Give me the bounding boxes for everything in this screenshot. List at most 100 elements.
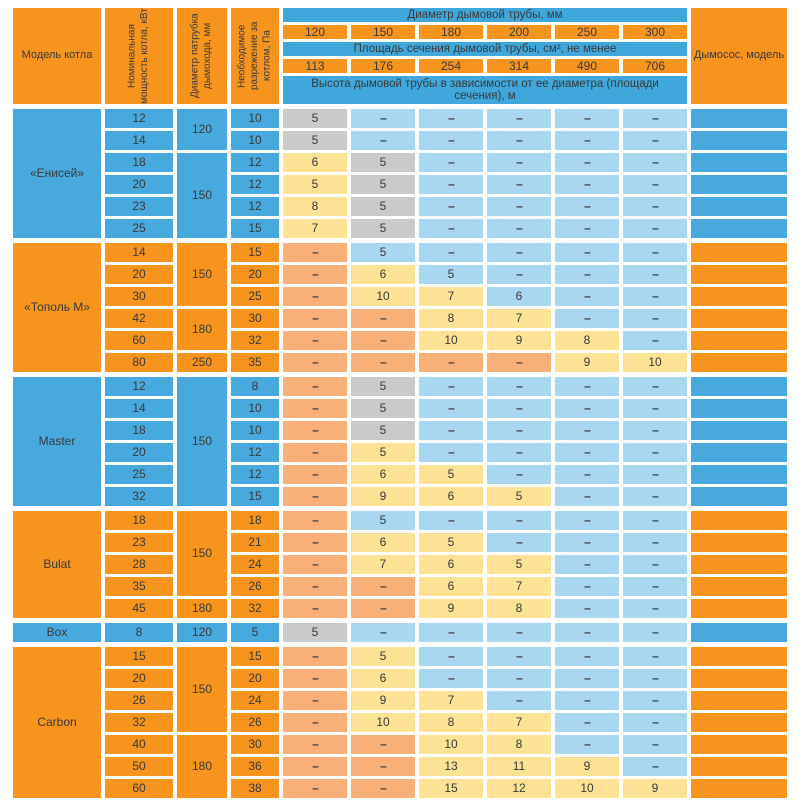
chimney-height-cell: 5	[351, 399, 415, 418]
power-cell: 60	[105, 779, 173, 798]
fan-model-cell	[691, 287, 787, 306]
fan-model-cell	[691, 331, 787, 350]
chimney-height-cell: –	[351, 623, 415, 642]
model-cell-box: Box	[13, 623, 101, 642]
pressure-cell: 15	[231, 487, 279, 506]
chimney-height-cell: –	[351, 109, 415, 128]
pressure-cell: 20	[231, 265, 279, 284]
chimney-height-cell: –	[623, 109, 687, 128]
chimney-height-cell: 5	[283, 175, 347, 194]
power-cell: 12	[105, 109, 173, 128]
chimney-height-cell: –	[555, 399, 619, 418]
chimney-height-cell: 5	[351, 153, 415, 172]
fan-model-cell	[691, 353, 787, 372]
chimney-height-cell: 10	[555, 779, 619, 798]
chimney-height-cell: –	[555, 735, 619, 754]
fan-model-cell	[691, 533, 787, 552]
fan-model-cell	[691, 647, 787, 666]
chimney-height-cell: 6	[487, 287, 551, 306]
chimney-height-cell: –	[555, 487, 619, 506]
chimney-height-cell: 7	[419, 287, 483, 306]
fan-model-cell	[691, 713, 787, 732]
pressure-cell: 24	[231, 691, 279, 710]
chimney-height-cell: –	[623, 757, 687, 776]
chimney-height-cell: –	[351, 757, 415, 776]
chimney-height-cell: 8	[419, 309, 483, 328]
chimney-height-cell: –	[487, 377, 551, 396]
block-box: Box 120 8 5 5– – – – –	[13, 623, 787, 642]
power-cell: 42	[105, 309, 173, 328]
fan-model-cell	[691, 377, 787, 396]
pressure-cell: 26	[231, 577, 279, 596]
diameter-150: 150	[351, 25, 415, 39]
fan-model-cell	[691, 511, 787, 530]
power-cell: 20	[105, 265, 173, 284]
chimney-height-cell: –	[351, 353, 415, 372]
chimney-height-cell: –	[419, 219, 483, 238]
chimney-height-cell: –	[283, 331, 347, 350]
pressure-cell: 12	[231, 175, 279, 194]
power-cell: 45	[105, 599, 173, 618]
chimney-height-cell: 5	[351, 243, 415, 262]
chimney-height-cell: –	[623, 669, 687, 688]
chimney-height-cell: –	[487, 131, 551, 150]
chimney-height-cell: –	[623, 309, 687, 328]
chimney-height-cell: –	[283, 487, 347, 506]
chimney-height-cell: –	[555, 691, 619, 710]
pressure-cell: 30	[231, 309, 279, 328]
block-bulat: Bulat 150 180 18 18–5– – – –23 21–6 5– – –28 24–7 6 5–…	[13, 511, 787, 618]
model-cell-carbon: Carbon	[13, 647, 101, 798]
chimney-height-cell: 6	[419, 555, 483, 574]
chimney-height-cell: –	[623, 533, 687, 552]
chimney-height-cell: –	[623, 443, 687, 462]
chimney-height-cell: 9	[351, 691, 415, 710]
chimney-height-cell: –	[623, 377, 687, 396]
chimney-height-cell: 12	[487, 779, 551, 798]
chimney-height-cell: –	[623, 131, 687, 150]
chimney-height-cell: –	[623, 713, 687, 732]
chimney-height-cell: –	[351, 131, 415, 150]
power-cell: 30	[105, 287, 173, 306]
chimney-height-cell: –	[555, 623, 619, 642]
pressure-cell: 25	[231, 287, 279, 306]
chimney-height-cell: 6	[351, 669, 415, 688]
pipe-diameter-cell: 180	[177, 309, 227, 350]
chimney-height-cell: –	[555, 713, 619, 732]
table-header: Модель котла Номинальная мощность котла,…	[13, 8, 787, 104]
chimney-height-cell: 5	[487, 487, 551, 506]
pressure-cell: 18	[231, 511, 279, 530]
chimney-height-cell: –	[419, 175, 483, 194]
chimney-height-cell: –	[555, 577, 619, 596]
pressure-cell: 21	[231, 533, 279, 552]
chimney-height-cell: 5	[351, 647, 415, 666]
chimney-height-cell: –	[419, 353, 483, 372]
chimney-height-cell: –	[555, 265, 619, 284]
chimney-height-cell: 9	[419, 599, 483, 618]
power-column-header: Номинальная мощность котла, кВт	[105, 8, 173, 104]
chimney-height-cell: –	[351, 735, 415, 754]
chimney-height-cell: –	[623, 691, 687, 710]
chimney-height-cell: –	[487, 109, 551, 128]
chimney-height-cell: –	[351, 779, 415, 798]
power-cell: 50	[105, 757, 173, 776]
power-cell: 18	[105, 511, 173, 530]
chimney-height-cell: –	[283, 669, 347, 688]
chimney-height-cell: –	[283, 757, 347, 776]
area-254: 254	[419, 59, 483, 73]
chimney-height-cell: –	[487, 421, 551, 440]
chimney-height-cell: 10	[419, 735, 483, 754]
chimney-height-cell: –	[419, 421, 483, 440]
pressure-cell: 12	[231, 197, 279, 216]
chimney-height-cell: –	[555, 511, 619, 530]
chimney-height-cell: –	[555, 533, 619, 552]
model-cell-topol-m: «Тополь М»	[13, 243, 101, 372]
chimney-height-cell: 9	[487, 331, 551, 350]
chimney-height-cell: –	[487, 533, 551, 552]
power-cell: 26	[105, 691, 173, 710]
pressure-cell: 12	[231, 443, 279, 462]
power-cell: 23	[105, 197, 173, 216]
chimney-height-cell: –	[283, 421, 347, 440]
chimney-height-cell: –	[283, 511, 347, 530]
power-cell: 25	[105, 465, 173, 484]
